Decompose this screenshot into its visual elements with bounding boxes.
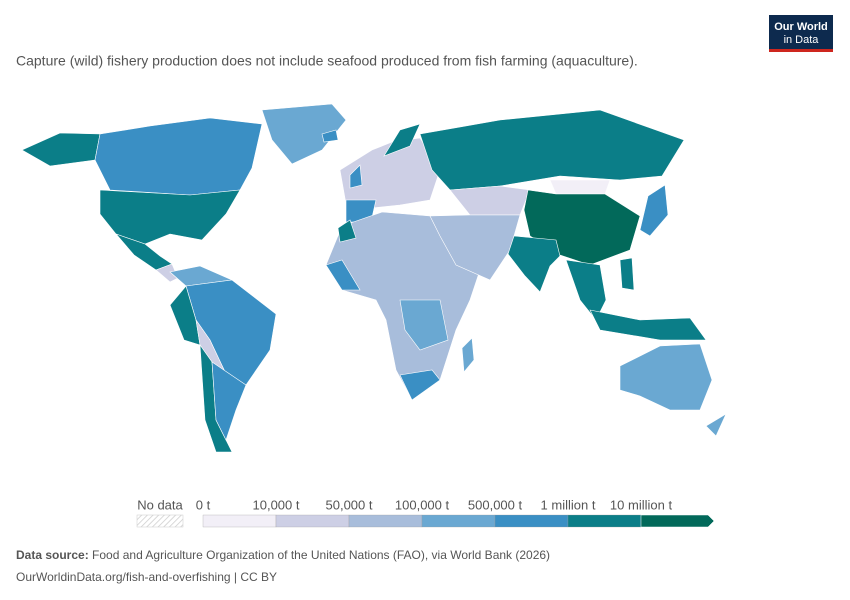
legend: No data 0 t 10,000 t 50,000 t 100,000 t 500,… — [136, 497, 715, 528]
logo-text: in Data — [784, 34, 820, 46]
legend-label: 500,000 t — [468, 497, 523, 512]
source: Data source: Food and Agriculture Organi… — [16, 548, 550, 562]
country[interactable] — [549, 179, 611, 195]
country[interactable] — [383, 123, 421, 157]
country[interactable] — [321, 129, 339, 143]
country[interactable] — [619, 343, 713, 411]
country[interactable] — [99, 189, 241, 245]
country[interactable] — [337, 219, 357, 243]
country[interactable] — [261, 103, 347, 165]
source-text: Food and Agriculture Organization of the… — [92, 548, 550, 562]
country[interactable] — [94, 117, 263, 196]
legend-swatch — [494, 514, 569, 528]
legend-swatch — [348, 514, 423, 528]
country[interactable] — [619, 257, 635, 291]
country[interactable] — [325, 259, 361, 291]
subtitle: Capture (wild) fishery production does n… — [16, 53, 638, 69]
source-url[interactable]: OurWorldinData.org/fish-and-overfishing … — [16, 570, 277, 584]
country[interactable] — [211, 361, 247, 441]
source-label: Data source: — [16, 548, 89, 562]
legend-label: 0 t — [196, 497, 211, 512]
country[interactable] — [449, 185, 531, 216]
country[interactable] — [419, 109, 685, 191]
country[interactable] — [349, 164, 363, 189]
country[interactable] — [639, 184, 669, 237]
logo[interactable]: Our World in Data — [769, 15, 833, 52]
no-data-swatch — [136, 514, 184, 528]
legend-swatch — [421, 514, 496, 528]
legend-swatch — [275, 514, 350, 528]
country[interactable] — [399, 369, 441, 401]
logo-box — [769, 15, 833, 51]
legend-label: No data — [137, 497, 183, 512]
logo-text: Our World — [774, 21, 828, 33]
country[interactable] — [429, 214, 521, 281]
country[interactable] — [21, 132, 101, 167]
legend-swatch — [567, 514, 642, 528]
country[interactable] — [461, 337, 475, 373]
logo-underline — [769, 49, 833, 52]
legend-label: 50,000 t — [326, 497, 373, 512]
legend-label: 100,000 t — [395, 497, 450, 512]
country[interactable] — [507, 235, 561, 293]
legend-label: 10,000 t — [253, 497, 300, 512]
country[interactable] — [589, 309, 707, 341]
country[interactable] — [565, 259, 607, 321]
world-map — [21, 103, 727, 453]
legend-label: 1 million t — [541, 497, 596, 512]
legend-swatch — [202, 514, 277, 528]
country[interactable] — [399, 299, 449, 351]
country[interactable] — [705, 413, 727, 437]
legend-swatch — [640, 514, 715, 528]
legend-label: 10 million t — [610, 497, 673, 512]
